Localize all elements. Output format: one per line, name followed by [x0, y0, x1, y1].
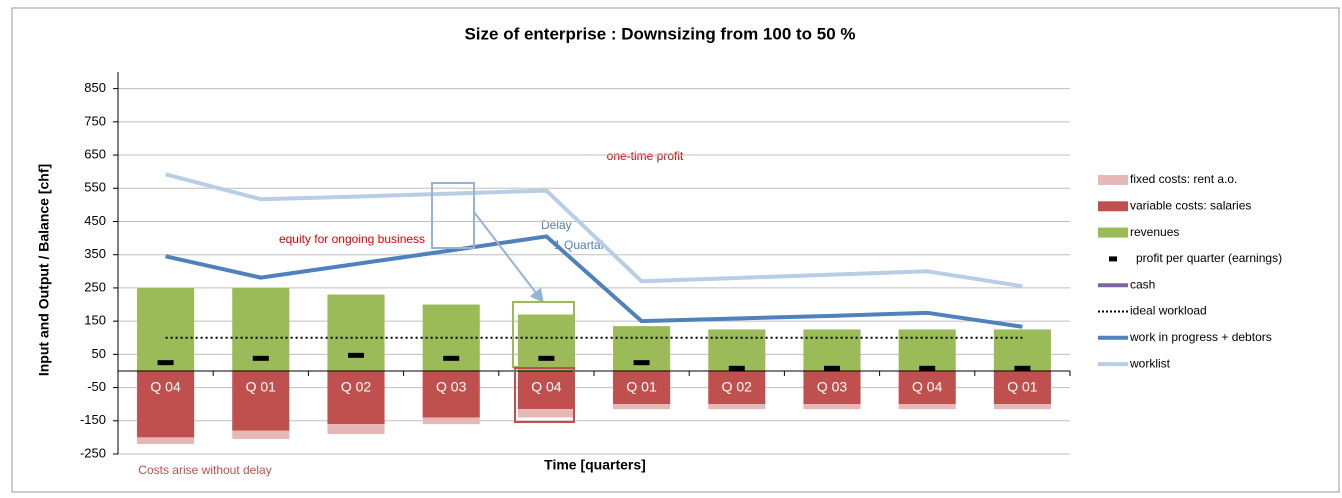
legend-label: variable costs: salaries	[1130, 198, 1251, 212]
bar	[803, 404, 861, 410]
x-tick-label: Q 03	[436, 379, 467, 395]
plot: -250 -150 -50 50 150 250 350 450 550 650 750 850 Q 0…	[80, 72, 1282, 460]
bar	[517, 314, 575, 371]
bar	[708, 404, 766, 410]
bar	[232, 370, 290, 431]
x-tick-label: Q 04	[150, 379, 181, 395]
y-tick-label: 550	[84, 180, 106, 195]
y-tick-label: 450	[84, 213, 106, 228]
profit-marker	[728, 365, 745, 371]
bar	[803, 370, 861, 405]
annotation: Costs arise without delay	[138, 463, 271, 477]
series-line	[165, 172, 1023, 289]
bar	[708, 329, 766, 371]
x-tick-label: Q 01	[1007, 379, 1038, 395]
series-line	[165, 234, 1023, 329]
x-tick-label: Q 02	[341, 379, 372, 395]
y-tick-label: 750	[84, 113, 106, 128]
profit-marker	[157, 360, 174, 366]
x-tick-label: Q 02	[722, 379, 753, 395]
x-tick-label: Q 03	[817, 379, 848, 395]
y-tick-label: 250	[84, 279, 106, 294]
legend-label: revenues	[1130, 225, 1179, 239]
legend-swatch	[1098, 175, 1128, 185]
bar	[613, 370, 671, 405]
y-tick-label: 50	[92, 346, 106, 361]
y-tick-label: -250	[80, 445, 106, 460]
profit-marker	[1014, 365, 1031, 371]
x-axis-title: Time [quarters]	[544, 457, 646, 473]
bar	[517, 409, 575, 418]
x-tick-label: Q 01	[246, 379, 277, 395]
profit-marker	[348, 352, 364, 358]
legend-label: cash	[1130, 277, 1155, 291]
y-tick-label: -150	[80, 412, 106, 427]
annotation: 1 Quartal	[554, 238, 603, 252]
legend-label: worklist	[1129, 356, 1171, 370]
bar	[327, 424, 385, 435]
bar	[232, 430, 290, 440]
bar	[517, 370, 575, 410]
chart-border	[11, 7, 1340, 493]
bar	[422, 417, 480, 425]
profit-marker	[919, 365, 936, 371]
bar	[137, 287, 195, 371]
legend-label: work in progress + debtors	[1129, 330, 1272, 344]
profit-marker	[538, 355, 555, 361]
arrow	[473, 211, 544, 304]
x-tick-label: Q 01	[626, 379, 657, 395]
legend-swatch	[1098, 227, 1128, 238]
y-tick-label: 650	[84, 146, 106, 161]
annotation: equity for ongoing business	[279, 232, 425, 246]
y-tick-label: 350	[84, 246, 106, 261]
annotation: Delay	[541, 218, 572, 232]
bar	[137, 437, 195, 445]
bar	[993, 329, 1051, 371]
profit-marker	[443, 355, 460, 361]
bar	[993, 370, 1051, 405]
bar	[708, 370, 766, 405]
x-tick-label: Q 04	[531, 379, 562, 395]
bar	[613, 404, 671, 410]
legend-label: fixed costs: rent a.o.	[1130, 172, 1237, 186]
y-tick-label: 850	[84, 80, 106, 95]
legend-swatch	[1098, 201, 1128, 212]
bar	[898, 404, 956, 410]
y-tick-label: 150	[84, 313, 106, 328]
chart-title: Size of enterprise : Downsizing from 100…	[464, 24, 855, 43]
profit-marker	[824, 365, 840, 371]
bar	[422, 370, 480, 418]
bar	[327, 370, 385, 425]
highlight-box	[514, 367, 575, 423]
profit-marker	[633, 360, 650, 366]
bar	[898, 370, 956, 405]
highlight-box	[431, 182, 475, 249]
bar	[327, 294, 385, 371]
bar	[898, 329, 956, 371]
legend-label: profit per quarter (earnings)	[1136, 251, 1282, 265]
bar	[993, 404, 1051, 410]
bar	[137, 370, 195, 438]
x-tick-label: Q 04	[912, 379, 943, 395]
profit-marker	[252, 355, 269, 361]
bar	[803, 329, 861, 371]
y-axis-title: Input and Output / Balance [chf]	[36, 164, 52, 376]
annotation: one-time profit	[607, 149, 684, 163]
legend-label: ideal workload	[1130, 304, 1207, 318]
legend-swatch	[1109, 256, 1117, 262]
y-tick-label: -50	[87, 379, 106, 394]
